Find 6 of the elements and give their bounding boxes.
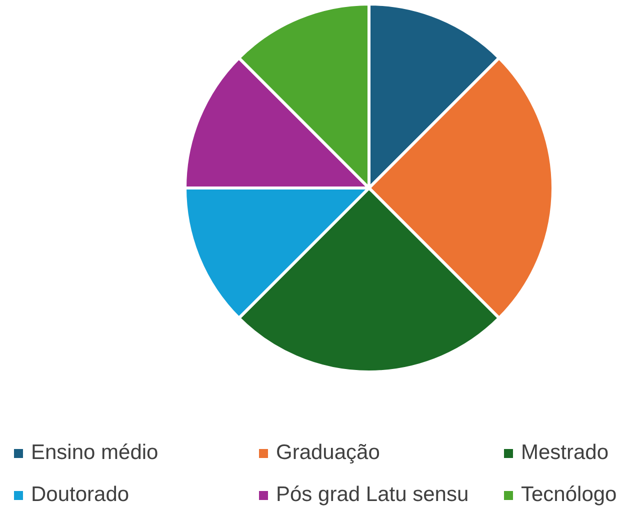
legend-label: Doutorado [31, 483, 130, 507]
legend-label: Pós grad Latu sensu [276, 483, 469, 507]
legend-label: Ensino médio [31, 441, 158, 465]
legend-label: Mestrado [521, 441, 609, 465]
legend-label: Graduação [276, 441, 380, 465]
legend-label: Tecnólogo [521, 483, 617, 507]
